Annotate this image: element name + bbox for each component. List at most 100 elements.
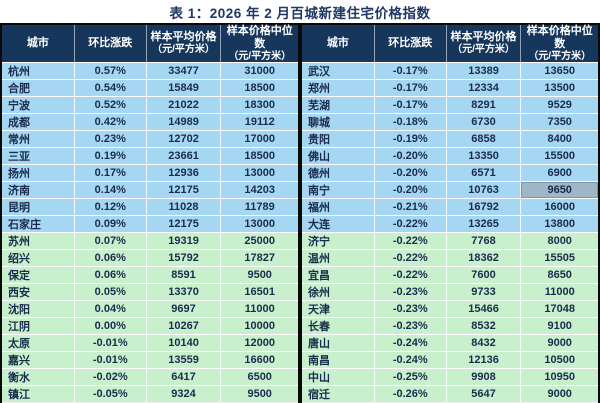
avg-price-cell: 15466 [445,301,521,317]
change-cell: -0.23% [373,318,446,334]
price-index-table: 城市 环比涨跌 样本平均价格 （元/平方米） 样本价格中位数 （元/平方米） 杭… [0,23,600,403]
median-price-cell: 11000 [220,301,298,317]
table-row: 南昌 -0.24% 12136 10500 [302,351,598,368]
avg-price-cell: 6858 [445,131,521,147]
avg-price-cell: 12175 [145,216,221,232]
column-header-avg-price: 样本平均价格 （元/平方米） [445,25,521,63]
city-cell: 中山 [302,369,374,385]
table-header-left: 城市 环比涨跌 样本平均价格 （元/平方米） 样本价格中位数 （元/平方米） [2,25,298,63]
change-cell: 0.54% [73,80,146,96]
median-price-cell: 6900 [520,165,598,181]
change-cell: -0.22% [373,267,446,283]
table-row: 佛山 -0.20% 13350 15500 [302,147,598,164]
median-price-cell: 13000 [220,165,298,181]
change-cell: 0.04% [73,301,146,317]
column-header-median-price: 样本价格中位数 （元/平方米） [220,25,298,63]
change-cell: -0.25% [373,369,446,385]
table-row: 聊城 -0.18% 6730 7350 [302,113,598,130]
table-body-right: 武汉 -0.17% 13389 13650 郑州 -0.17% 12334 13500 芜湖 -0… [302,62,598,402]
column-header-median-price-line1: 样本价格中位数 [526,25,593,50]
city-cell: 聊城 [302,114,374,130]
avg-price-cell: 8532 [445,318,521,334]
table-row: 中山 -0.25% 9908 10950 [302,368,598,385]
change-cell: 0.06% [73,267,146,283]
column-header-avg-price-unit: （元/平方米） [152,44,215,56]
avg-price-cell: 21022 [145,97,221,113]
city-cell: 常州 [2,131,74,147]
table-row: 西安 0.05% 13370 16501 [2,283,298,300]
city-cell: 济宁 [302,233,374,249]
change-cell: -0.17% [373,80,446,96]
change-cell: 0.17% [73,165,146,181]
city-cell: 天津 [302,301,374,317]
avg-price-cell: 14989 [145,114,221,130]
column-header-median-price: 样本价格中位数 （元/平方米） [520,25,598,63]
median-price-cell: 10000 [220,318,298,334]
median-price-cell: 12000 [220,335,298,351]
median-price-cell: 16501 [220,284,298,300]
city-cell: 福州 [302,199,374,215]
avg-price-cell: 6417 [145,369,221,385]
table-row: 合肥 0.54% 15849 18500 [2,79,298,96]
table-row: 济宁 -0.22% 7768 8000 [302,232,598,249]
table-row: 昆明 0.12% 11028 11789 [2,198,298,215]
avg-price-cell: 8432 [445,335,521,351]
city-cell: 宁波 [2,97,74,113]
change-cell: -0.23% [373,301,446,317]
change-cell: -0.22% [373,250,446,266]
median-price-cell: 9100 [520,318,598,334]
avg-price-cell: 9908 [445,369,521,385]
city-cell: 江阴 [2,318,74,334]
city-cell: 芜湖 [302,97,374,113]
table-row: 扬州 0.17% 12936 13000 [2,164,298,181]
table-row: 徐州 -0.23% 9733 11000 [302,283,598,300]
avg-price-cell: 7600 [445,267,521,283]
change-cell: -0.18% [373,114,446,130]
table-row: 天津 -0.23% 15466 17048 [302,300,598,317]
city-cell: 郑州 [302,80,374,96]
change-cell: 0.12% [73,199,146,215]
city-cell: 南昌 [302,352,374,368]
avg-price-cell: 12936 [145,165,221,181]
city-cell: 成都 [2,114,74,130]
avg-price-cell: 9324 [145,386,221,402]
table-row: 郑州 -0.17% 12334 13500 [302,79,598,96]
table-row: 保定 0.06% 8591 9500 [2,266,298,283]
change-cell: 0.23% [73,131,146,147]
avg-price-cell: 13370 [145,284,221,300]
column-header-median-price-unit: （元/平方米） [228,50,292,62]
change-cell: -0.22% [373,216,446,232]
avg-price-cell: 16792 [445,199,521,215]
change-cell: -0.17% [373,63,446,79]
avg-price-cell: 6730 [445,114,521,130]
table-row: 杭州 0.57% 33477 31000 [2,62,298,79]
change-cell: -0.05% [73,386,146,402]
city-cell: 沈阳 [2,301,74,317]
city-cell: 杭州 [2,63,74,79]
median-price-cell: 16000 [520,199,598,215]
city-cell: 佛山 [302,148,374,164]
table-row: 苏州 0.07% 19319 25000 [2,232,298,249]
change-cell: -0.24% [373,335,446,351]
table-row: 温州 -0.22% 18362 15505 [302,249,598,266]
column-header-avg-price: 样本平均价格 （元/平方米） [145,25,221,63]
table-row: 常州 0.23% 12702 17000 [2,130,298,147]
column-header-avg-price-unit: （元/平方米） [452,44,515,56]
city-cell: 嘉兴 [2,352,74,368]
avg-price-cell: 13559 [145,352,221,368]
median-price-cell: 18500 [220,148,298,164]
avg-price-cell: 5647 [445,386,521,402]
table-row: 宁波 0.52% 21022 18300 [2,96,298,113]
city-cell: 济南 [2,182,74,198]
avg-price-cell: 13389 [445,63,521,79]
table-row: 衡水 -0.02% 6417 6500 [2,368,298,385]
median-price-cell: 19112 [220,114,298,130]
table-row: 三亚 0.19% 23661 18500 [2,147,298,164]
change-cell: -0.22% [373,233,446,249]
city-cell: 徐州 [302,284,374,300]
column-header-avg-price-line1: 样本平均价格 [150,31,217,44]
city-cell: 太原 [2,335,74,351]
change-cell: -0.01% [73,335,146,351]
median-price-cell: 10500 [520,352,598,368]
city-cell: 宿迁 [302,386,374,402]
